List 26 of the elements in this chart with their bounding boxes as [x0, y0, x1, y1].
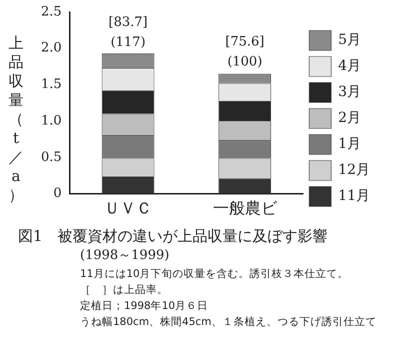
text: 定植日；1998年10月６日 [80, 299, 210, 314]
legend-label: 12月 [338, 162, 370, 178]
text: 11月には10月下旬の収量を含む。誘引枝３本仕立て。 [80, 267, 350, 282]
annotation: (117) [110, 35, 146, 50]
text: 図1 被覆資材の違いが上品収量に及ぼす影響 [18, 227, 328, 246]
x-tick-label: ＵＶＣ [104, 198, 152, 218]
text: 上品収量（t／a） [8, 34, 24, 204]
legend-label: 4月 [338, 58, 362, 74]
y-tick-label: 0.5 [40, 150, 62, 165]
legend-label: 1月 [338, 136, 362, 152]
y-tick-label: 1.0 [40, 113, 62, 128]
text: ［ ］は上品率。 [80, 283, 169, 298]
legend-label: 11月 [338, 188, 370, 204]
y-tick-label: 0 [53, 186, 62, 202]
text: (1998～1999) [80, 247, 170, 264]
annotation: (100) [227, 54, 262, 70]
legend-label: 2月 [338, 110, 362, 126]
legend-label: 3月 [338, 84, 362, 100]
x-tick-label: 一般農ビ [212, 198, 278, 218]
y-tick-label: 2.5 [40, 4, 62, 20]
y-tick-label: 2.0 [40, 40, 62, 56]
annotation: [83.7] [108, 15, 148, 30]
text: うね幅180cm、株間45cm、１条植え、つる下げ誘引仕立て [80, 315, 376, 330]
legend-label: 5月 [338, 32, 362, 48]
annotation: [75.6] [225, 34, 264, 50]
y-tick-label: 1.5 [40, 77, 62, 92]
